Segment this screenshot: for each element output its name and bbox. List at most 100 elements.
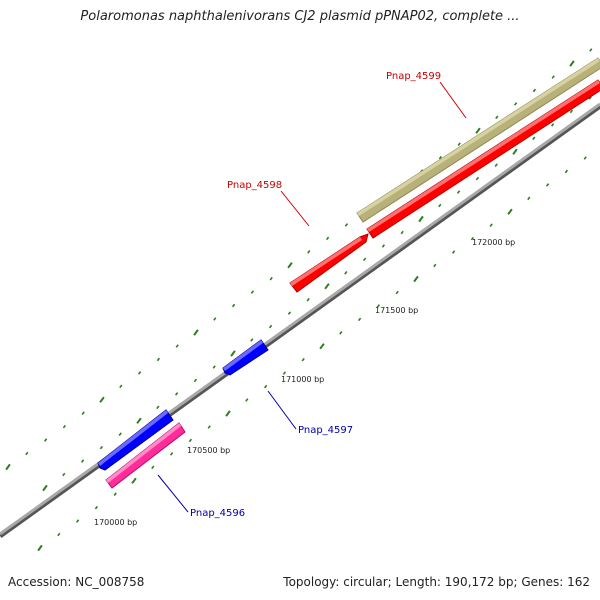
tick-dot-inner [301, 357, 305, 362]
leader-line-pnap-4599 [439, 81, 467, 119]
tick-dot-outer [193, 329, 199, 336]
tick-dot-inner [395, 290, 399, 295]
tick-dot-middle [418, 215, 424, 223]
tick-dot-middle [80, 459, 85, 463]
tick-row-outer [5, 48, 593, 471]
tick-dot-middle [193, 378, 198, 383]
tick-label-170500: 170500 bp [187, 446, 230, 455]
tick-dot-outer [513, 102, 518, 106]
tick-dot-middle [174, 392, 179, 396]
tick-dot-inner [489, 223, 493, 227]
tick-label-172000: 172000 bp [472, 238, 515, 247]
tick-label-170000: 170000 bp [94, 518, 137, 527]
tick-dot-middle [494, 163, 498, 167]
gene-label-pnap-4597[interactable]: Pnap_4597 [298, 425, 353, 436]
tick-dot-inner [113, 492, 117, 496]
tick-dot-middle [324, 283, 330, 290]
tick-dot-inner [583, 156, 587, 160]
leader-line-pnap-4596 [157, 474, 189, 513]
tick-dot-outer [438, 155, 443, 160]
gene-feature-pnap-4596-blue[interactable] [97, 409, 174, 471]
gene-feature-pnap-4599[interactable] [366, 79, 600, 239]
tick-row-middle [42, 96, 592, 492]
tick-label-171000: 171000 bp [281, 375, 324, 384]
gene-feature-pnap-4596-pink[interactable] [105, 422, 186, 489]
tick-dot-middle [268, 324, 273, 329]
leader-line-pnap-4598 [280, 190, 310, 227]
tick-dot-outer [137, 371, 142, 375]
gene-feature-pnap-4597[interactable] [222, 339, 269, 376]
backbone-line [0, 102, 600, 536]
tick-dot-outer [269, 276, 273, 281]
tick-dot-outer [250, 290, 255, 294]
tick-dot-inner [75, 519, 80, 523]
topology-summary: Topology: circular; Length: 190,172 bp; … [283, 575, 590, 589]
gene-label-pnap-4596[interactable]: Pnap_4596 [190, 508, 245, 519]
tick-dot-outer [62, 424, 67, 429]
tick-dot-middle [118, 432, 122, 436]
tick-dot-outer [457, 142, 461, 146]
tick-dot-inner [131, 477, 137, 484]
tick-dot-outer [344, 223, 349, 227]
tick-dot-middle [438, 203, 442, 208]
tick-dot-middle [62, 472, 66, 477]
tick-dot-middle [287, 311, 292, 315]
tick-dot-outer [156, 357, 161, 362]
gene-feature-pnap-4598[interactable] [289, 233, 369, 293]
tick-dot-outer [5, 463, 11, 471]
gene-label-pnap-4599[interactable]: Pnap_4599 [386, 71, 441, 82]
tick-dot-outer [589, 48, 593, 52]
tick-dot-middle [550, 123, 555, 127]
tick-dot-inner [151, 465, 155, 470]
tick-dot-inner [413, 275, 419, 283]
tick-dot-middle [381, 244, 386, 248]
tick-dot-middle [456, 190, 461, 194]
tick-dot-inner [507, 208, 513, 215]
tick-label-171500: 171500 bp [375, 306, 418, 315]
tick-dot-middle [99, 445, 104, 450]
tick-dot-inner [545, 183, 550, 187]
tick-dot-middle [569, 109, 574, 114]
backbone-shadow [0, 103, 600, 539]
tick-dot-outer [532, 88, 537, 93]
tick-dot-inner [470, 236, 475, 241]
tick-dot-outer [475, 127, 481, 134]
tick-dot-outer [99, 396, 105, 403]
tick-dot-inner [527, 196, 531, 201]
tick-dot-outer [569, 60, 575, 67]
tick-dot-inner [433, 263, 437, 268]
tick-dot-inner [564, 169, 569, 174]
tick-dot-inner [207, 425, 211, 429]
tick-dot-middle [156, 405, 160, 410]
tick-dot-outer [43, 438, 48, 442]
tick-dot-middle [362, 257, 367, 262]
tick-dot-middle [42, 484, 48, 492]
tick-dot-outer [495, 115, 499, 120]
tick-dot-inner [339, 331, 343, 335]
tick-dot-middle [532, 136, 536, 141]
tick-dot-inner [94, 505, 99, 510]
tick-dot-middle [475, 176, 480, 181]
tick-dot-outer [307, 250, 311, 254]
tick-row-inner [37, 156, 587, 552]
tick-dot-inner [319, 343, 325, 350]
tick-dot-outer [81, 411, 85, 415]
tick-dot-middle [306, 297, 310, 302]
tick-dot-middle [212, 365, 216, 369]
tick-dot-inner [57, 532, 61, 537]
gene-label-pnap-4598[interactable]: Pnap_4598 [227, 180, 282, 191]
tick-dot-inner [245, 398, 249, 402]
tick-dot-outer [551, 75, 555, 79]
tick-dot-inner [169, 452, 174, 456]
tick-dot-outer [119, 384, 123, 389]
map-title: Polaromonas naphthalenivorans CJ2 plasmi… [80, 9, 520, 24]
tick-dot-inner [225, 410, 231, 417]
tick-dot-outer [231, 303, 236, 308]
tick-dot-middle [344, 271, 348, 275]
tick-dot-outer [287, 262, 293, 269]
tick-dot-inner [37, 544, 43, 552]
tick-dot-middle [400, 230, 404, 235]
gene-feature-khaki[interactable] [356, 57, 600, 223]
tick-dot-inner [188, 438, 193, 443]
tick-dot-outer [213, 317, 217, 321]
